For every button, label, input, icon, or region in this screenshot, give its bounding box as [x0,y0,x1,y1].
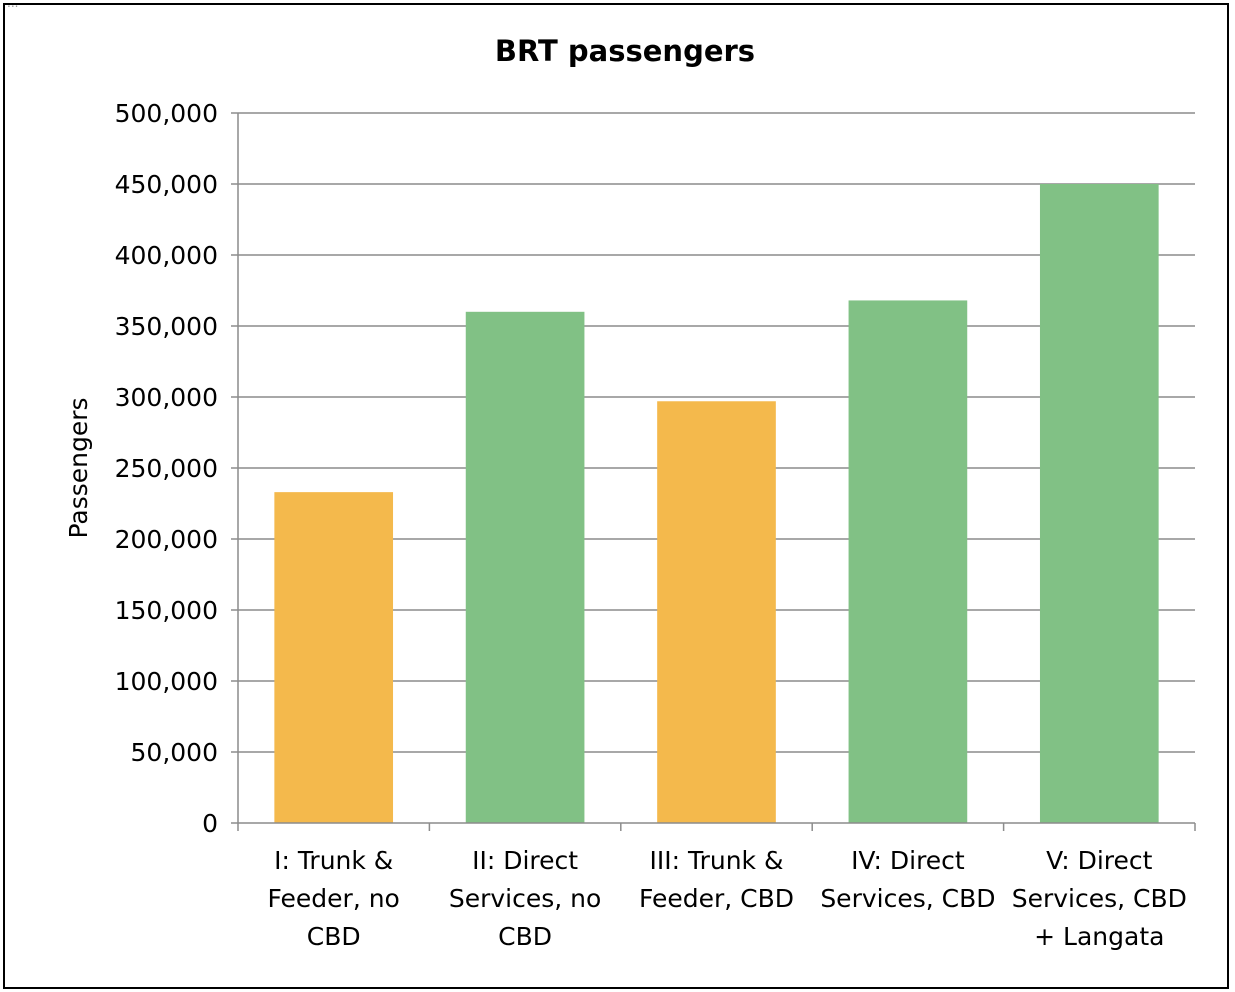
y-tick-label: 500,000 [115,99,218,128]
x-tick-label: V: Direct Services, CBD + Langata [1012,846,1187,951]
x-tick-label: IV: Direct Services, CBD [820,846,995,913]
x-tick-label: III: Trunk & Feeder, CBD [639,846,794,913]
chart-title: BRT passengers [495,34,755,68]
bar [657,401,776,823]
y-tick-label: 100,000 [115,667,218,696]
y-tick-label: 400,000 [115,241,218,270]
y-tick-label: 250,000 [115,454,218,483]
y-tick-labels: 0 50,000 100,000 150,000 200,000 250,000 300,0… [115,99,218,838]
bar [465,311,585,823]
y-tick-label: 200,000 [115,525,218,554]
chart-frame: ... BRT passengers Passengers 0 50,000 100… [3,0,1229,989]
x-tick-label: II: Direct Services, no CBD [449,846,601,951]
y-tick-label: 300,000 [115,383,218,412]
bars [274,184,1159,823]
corner-caption: ... [7,0,19,10]
y-tick-label: 50,000 [131,738,218,767]
x-tick-label: I: Trunk & Feeder, no CBD [268,846,400,951]
y-axis-label: Passengers [64,397,93,538]
bar [1039,184,1159,823]
y-tick-label: 150,000 [115,596,218,625]
bar [274,492,394,823]
bar-chart: BRT passengers Passengers 0 50,000 100,000… [64,34,1196,951]
y-tick-label: 0 [202,809,218,838]
y-tick-label: 350,000 [115,312,218,341]
y-tick-label: 450,000 [115,170,218,199]
bar [848,300,968,823]
axes [237,113,1196,831]
x-tick-labels: I: Trunk & Feeder, no CBD II: Direct Service… [268,846,1187,951]
